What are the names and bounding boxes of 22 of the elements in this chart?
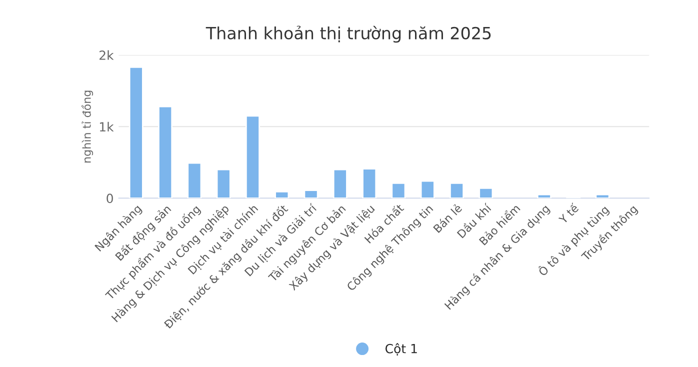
bar (216, 168, 231, 198)
bar (362, 168, 377, 198)
bar (595, 194, 610, 198)
y-axis-title: nghìn tỉ đồng (81, 90, 94, 162)
legend-label: Cột 1 (386, 343, 417, 356)
bar (391, 182, 406, 198)
bar (274, 191, 290, 198)
bar (128, 66, 144, 198)
bar (420, 180, 435, 198)
bar (478, 187, 494, 198)
bar (304, 190, 318, 198)
bar (450, 182, 464, 198)
chart-title: Thanh khoản thị trường năm 2025 (206, 26, 491, 43)
bar (245, 115, 260, 198)
bar (536, 194, 552, 198)
x-tick-label: Y tế (557, 202, 580, 224)
y-tick-label: 1k (100, 122, 114, 132)
bar (187, 162, 202, 198)
y-tick-label: 2k (100, 50, 114, 60)
y-tick-label: 0 (106, 194, 113, 204)
bar (158, 106, 173, 198)
bar (332, 168, 348, 198)
